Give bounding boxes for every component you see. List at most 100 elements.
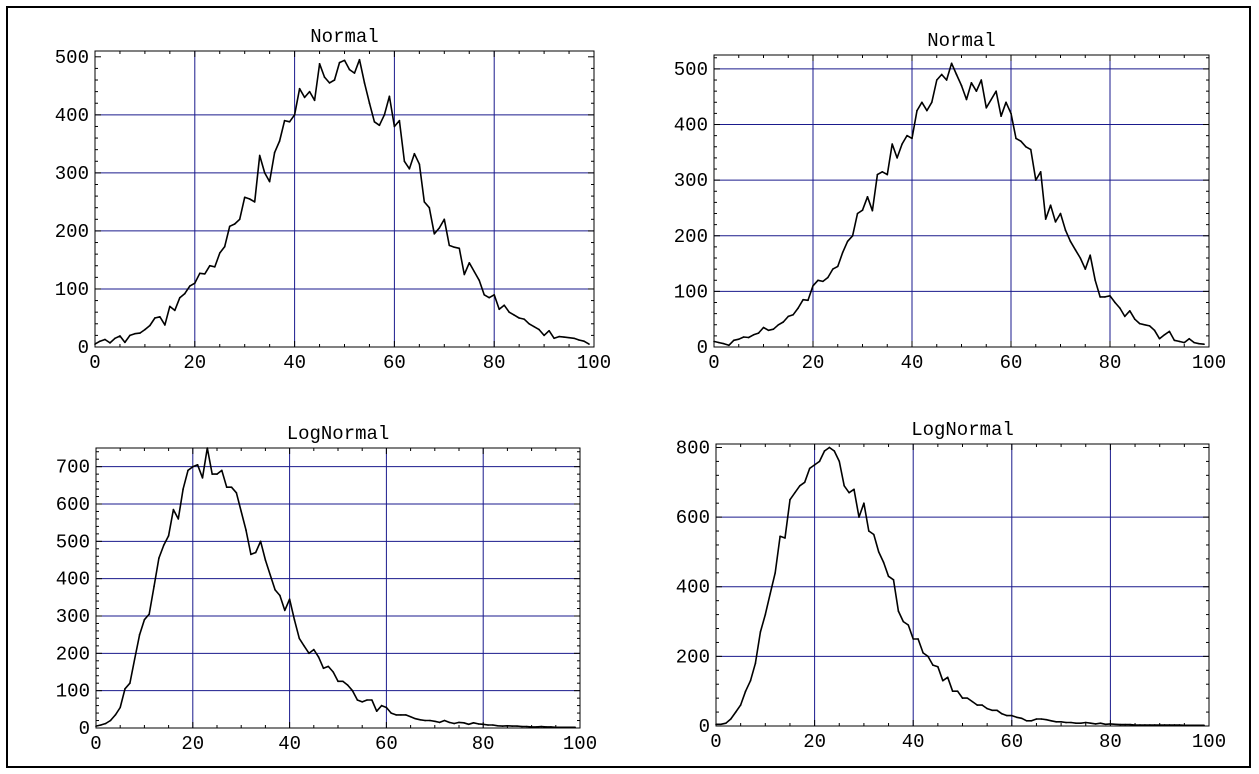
data-point <box>192 465 194 468</box>
data-point <box>782 321 785 323</box>
data-point <box>916 109 918 112</box>
data-point <box>970 82 973 84</box>
data-point <box>332 671 334 673</box>
data-point <box>1138 322 1141 325</box>
chart-title: Normal <box>310 26 378 48</box>
data-point <box>323 76 326 78</box>
x-tick-label: 20 <box>803 731 826 753</box>
data-point <box>523 318 525 320</box>
y-tick-label: 100 <box>55 279 89 301</box>
x-tick-label: 100 <box>1192 352 1226 374</box>
data-point <box>511 725 514 727</box>
data-point <box>458 721 460 724</box>
data-point <box>1183 341 1186 344</box>
y-tick-label: 700 <box>56 457 90 479</box>
figure-frame: Normal 0 20 40 60 80 100 0 100 200 300 400 500 Normal… <box>6 6 1251 768</box>
data-point <box>1178 340 1181 343</box>
data-point <box>94 343 96 345</box>
data-point <box>438 721 441 724</box>
data-point <box>119 335 121 337</box>
data-point <box>216 473 218 475</box>
data-point <box>473 270 476 273</box>
data-point <box>767 329 770 332</box>
y-tick-label: 400 <box>56 569 90 591</box>
data-point <box>383 114 386 116</box>
data-point <box>975 90 978 92</box>
y-tick-label: 0 <box>699 716 710 738</box>
data-point <box>559 726 562 729</box>
data-point <box>124 341 126 344</box>
data-point <box>530 726 533 728</box>
x-tick-label: 40 <box>278 733 301 755</box>
data-point <box>1074 248 1077 251</box>
data-point <box>1134 724 1136 726</box>
data-point <box>248 198 251 200</box>
data-point <box>863 502 865 504</box>
data-point <box>409 716 412 718</box>
y-tick-label: 0 <box>79 718 90 740</box>
data-point <box>172 508 175 511</box>
data-point <box>1000 115 1002 117</box>
data-point <box>424 719 426 722</box>
data-point <box>1173 339 1176 342</box>
data-point <box>1045 718 1048 721</box>
data-point <box>501 725 504 727</box>
data-point <box>1158 337 1161 340</box>
data-point <box>1109 295 1111 297</box>
data-point <box>807 299 809 302</box>
data-point <box>114 337 116 340</box>
data-point <box>752 333 755 336</box>
data-point <box>506 724 509 727</box>
data-point <box>283 609 286 612</box>
data-point <box>1133 318 1136 320</box>
data-point <box>228 225 231 228</box>
data-point <box>528 322 530 325</box>
data-point <box>1094 723 1097 725</box>
data-point <box>104 722 107 725</box>
data-point <box>279 594 281 597</box>
data-point <box>827 276 829 279</box>
data-point <box>872 533 875 536</box>
data-point <box>273 151 276 154</box>
data-point <box>1198 724 1200 727</box>
data-point <box>1035 718 1038 720</box>
data-point <box>149 324 151 327</box>
data-point <box>1054 221 1057 223</box>
data-point <box>245 529 247 531</box>
data-point <box>1178 724 1181 726</box>
series-line <box>713 62 1205 347</box>
data-point <box>293 114 296 116</box>
data-point <box>846 240 849 243</box>
data-point <box>342 680 344 683</box>
data-point <box>1139 724 1141 726</box>
data-point <box>843 484 845 487</box>
data-point <box>1104 296 1106 298</box>
data-point <box>951 690 954 692</box>
data-point <box>995 90 997 92</box>
data-point <box>238 218 241 221</box>
y-tick-label: 600 <box>56 494 90 516</box>
data-point <box>1084 721 1087 724</box>
data-point <box>802 298 804 301</box>
data-point <box>129 682 131 684</box>
data-point <box>250 553 252 556</box>
data-point <box>1084 268 1087 270</box>
data-point <box>317 656 320 658</box>
data-point <box>868 530 870 532</box>
y-tick-label: 300 <box>56 606 90 628</box>
data-point <box>1050 719 1053 722</box>
data-point <box>298 87 301 90</box>
data-point <box>715 723 717 726</box>
data-point <box>841 251 844 254</box>
data-point <box>169 305 171 308</box>
data-point <box>240 510 242 513</box>
data-point <box>448 244 451 247</box>
data-point <box>832 268 834 270</box>
data-point <box>393 125 396 128</box>
data-point <box>413 152 416 155</box>
data-point <box>318 62 321 65</box>
data-point <box>95 725 97 727</box>
data-point <box>109 719 112 722</box>
data-point <box>1203 724 1205 727</box>
data-point <box>568 336 570 339</box>
